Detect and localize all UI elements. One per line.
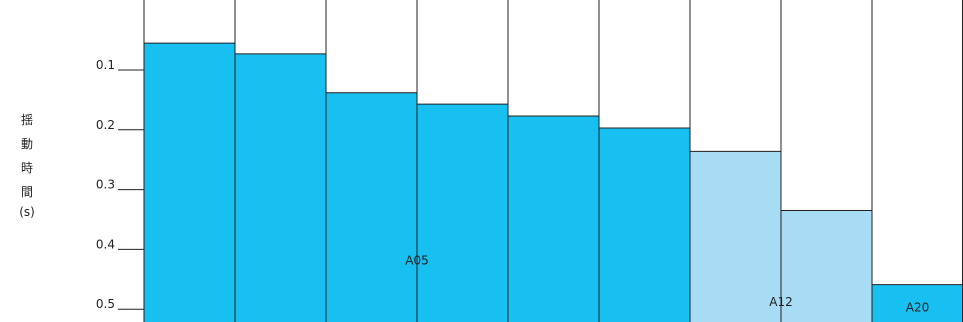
y-title-char-3: 時 [21,161,33,175]
bar-6 [599,128,690,322]
y-title-char-4: 間 [21,185,33,199]
bar-5 [508,116,599,322]
bar-8 [781,210,872,322]
y-axis: 0.1 0.2 0.3 0.4 0.5 [96,58,144,311]
bar-3 [326,92,417,322]
group-label-a12: A12 [769,295,792,309]
y-title-char-2: 動 [21,137,33,151]
group-label-a05: A05 [405,253,428,267]
bar-9 [872,284,963,322]
y-title-char-1: 揺 [21,113,33,127]
bar-7 [690,151,781,322]
y-title-unit: (s) [19,205,35,219]
y-tick-label-1: 0.1 [96,58,115,72]
y-tick-label-4: 0.4 [96,237,115,251]
bar-2 [235,53,326,322]
bars-layer [144,42,963,322]
y-tick-label-3: 0.3 [96,178,115,192]
bar-4 [417,104,508,322]
group-label-a20: A20 [906,301,929,315]
bar-1 [144,43,235,322]
bar-labels: A05 A12 A20 [405,253,929,314]
y-tick-label-2: 0.2 [96,118,115,132]
y-tick-label-5: 0.5 [96,297,115,311]
